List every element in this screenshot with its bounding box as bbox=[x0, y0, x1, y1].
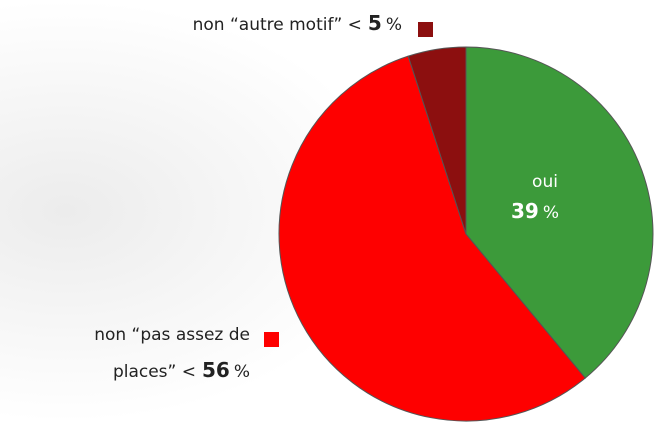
legend-swatch bbox=[418, 22, 433, 37]
slice-label: non “pas assez de places” < 56% bbox=[94, 325, 250, 382]
label-line: places” < bbox=[113, 362, 196, 382]
unit-label: % bbox=[543, 203, 559, 223]
pie-slice bbox=[278, 55, 586, 422]
pie-slice bbox=[465, 46, 654, 379]
label-line: non “autre motif” < bbox=[193, 15, 362, 35]
value-label: 39 bbox=[511, 199, 539, 223]
unit-label: % bbox=[386, 15, 402, 35]
legend-swatch bbox=[264, 332, 279, 347]
value-label: 56 bbox=[202, 358, 230, 382]
label-line: oui bbox=[532, 172, 558, 192]
unit-label: % bbox=[234, 362, 250, 382]
slice-label: non “autre motif” < 5% bbox=[193, 11, 402, 35]
value-label: 5 bbox=[368, 11, 382, 35]
label-line: non “pas assez de bbox=[94, 325, 250, 345]
pie-slice bbox=[407, 46, 467, 235]
slice-label: oui 39% bbox=[511, 172, 559, 223]
